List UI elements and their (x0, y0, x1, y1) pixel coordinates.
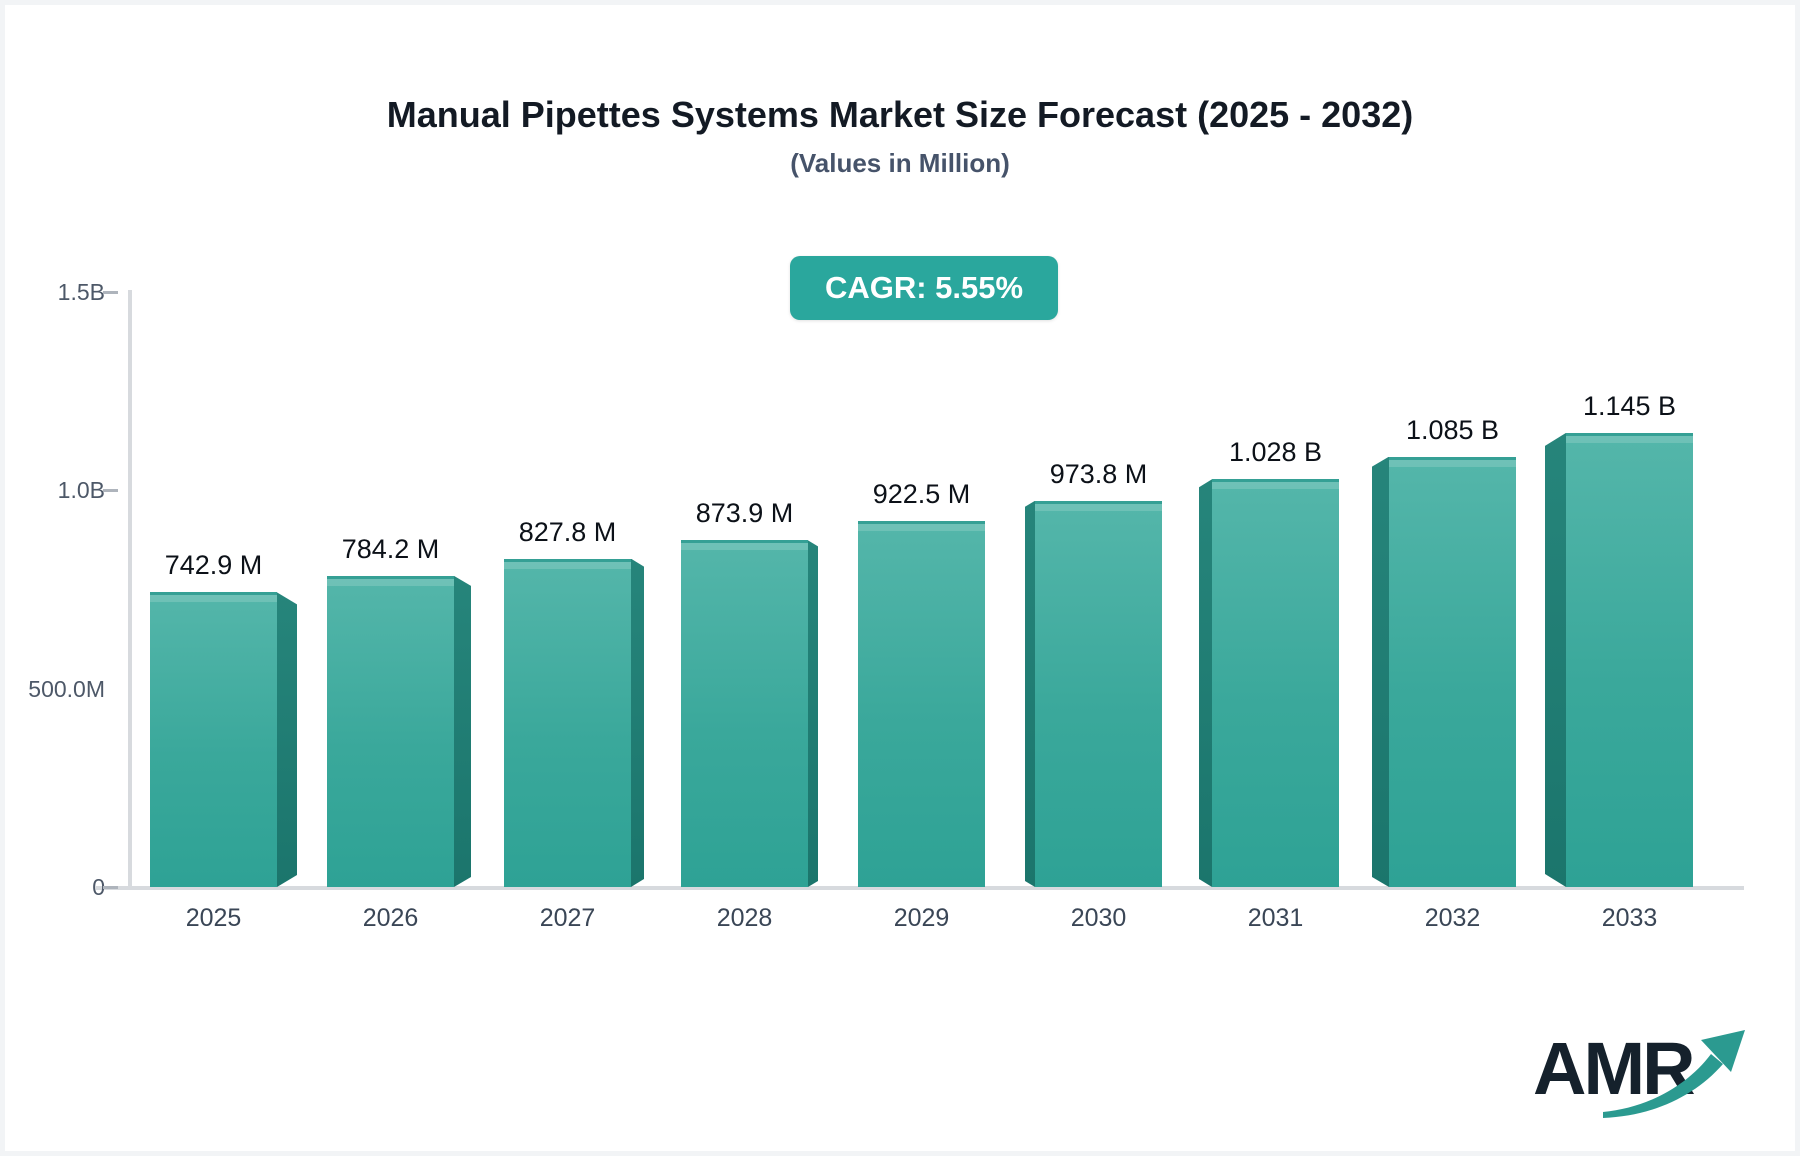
x-tick-label-2027: 2027 (539, 904, 596, 932)
growth-arrow-icon (1603, 1030, 1745, 1118)
x-tick-label-2028: 2028 (716, 904, 773, 932)
bar-value-label: 922.5 M (872, 479, 971, 510)
chart-subtitle: (Values in Million) (790, 148, 1010, 178)
x-tick-label-2031: 2031 (1247, 904, 1304, 932)
x-tick-label-2025: 2025 (185, 904, 242, 932)
x-tick-label-2032: 2032 (1424, 904, 1481, 932)
bar-value-label: 827.8 M (518, 516, 617, 547)
y-tick-label: 1.0B (57, 477, 105, 504)
y-tick-label: 0 (92, 874, 105, 900)
bar-value-label: 973.8 M (1049, 458, 1148, 489)
bar-2026-side-face (454, 576, 471, 887)
bar-2028 (681, 540, 808, 887)
bar-2030 (1035, 500, 1162, 887)
x-tick-label-2029: 2029 (893, 904, 950, 932)
bar-value-label: 1.085 B (1405, 414, 1500, 445)
amr-logo: AMR (1533, 1030, 1745, 1122)
bar-value-label: 1.145 B (1582, 390, 1677, 421)
bar-2031-side-face (1199, 479, 1212, 887)
y-tick-dash (103, 290, 118, 294)
bar-2027 (504, 558, 631, 887)
y-tick-dash (103, 488, 118, 492)
bar-2028-side-face (808, 540, 818, 887)
bar-value-label: 742.9 M (164, 550, 263, 581)
chart-title: Manual Pipettes Systems Market Size Fore… (386, 94, 1414, 135)
cagr-badge-label: CAGR: 5.55% (824, 270, 1024, 305)
x-tick-label-2033: 2033 (1601, 904, 1658, 932)
bar-2032 (1389, 456, 1516, 887)
x-tick-label-2026: 2026 (362, 904, 419, 932)
bar-2029 (858, 521, 985, 887)
bar-2032-side-face (1372, 457, 1389, 887)
bar-2027-side-face (631, 559, 644, 887)
y-tick-label: 1.5B (57, 279, 105, 305)
cagr-badge: CAGR: 5.55% (790, 256, 1058, 320)
y-tick-dash (103, 885, 118, 889)
bar-2033 (1566, 432, 1693, 887)
bar-2030-side-face (1025, 501, 1035, 887)
y-axis-line (128, 290, 132, 889)
bar-value-label: 784.2 M (341, 533, 440, 564)
y-tick-label: 500.0M (28, 675, 105, 702)
bar-2025-side-face (277, 592, 297, 887)
bar-2033-side-face (1545, 433, 1566, 887)
x-tick-label-2030: 2030 (1070, 904, 1127, 932)
bar-2025 (150, 592, 277, 887)
bar-2026 (327, 575, 454, 887)
bar-value-label: 873.9 M (695, 498, 794, 529)
x-axis-baseline (96, 886, 1744, 890)
bar-value-label: 1.028 B (1228, 437, 1323, 468)
bar-2031 (1212, 479, 1339, 887)
